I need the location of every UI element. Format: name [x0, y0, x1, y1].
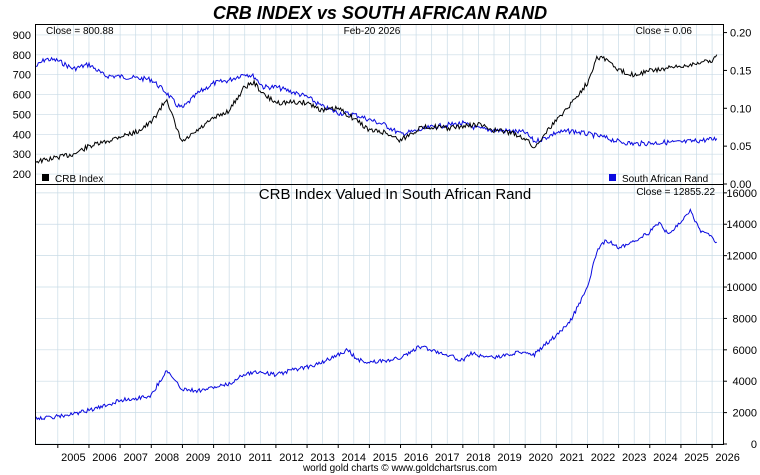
- x-axis: 2005 2006 2007 2008 2009 2010 2011 2012 2013 2014…: [57, 444, 740, 464]
- x-tick-label: 2011: [248, 452, 272, 464]
- left-tick-label: 700: [13, 70, 31, 82]
- bottom-grid: [36, 185, 723, 445]
- x-tick-label: 2013: [310, 452, 334, 464]
- x-tick-label: 2021: [560, 452, 584, 464]
- series-line-zar: [35, 56, 718, 147]
- series-line-crb: [35, 54, 718, 165]
- x-tick-label: 2015: [373, 452, 397, 464]
- right-tick-label: 0: [751, 439, 757, 451]
- x-tick-label: 2022: [591, 452, 615, 464]
- x-tick-label: 2014: [342, 452, 366, 464]
- top-left-axis: 200 300 400 500 600 700 800 900: [13, 30, 31, 181]
- bottom-right-axis: 0 2000 4000 6000 8000 10000 12000 14000 16000: [723, 188, 757, 451]
- legend-crb-swatch: [42, 174, 49, 181]
- x-tick-label: 2012: [279, 452, 303, 464]
- x-tick-label: 2024: [653, 452, 677, 464]
- x-tick-label: 2007: [123, 452, 147, 464]
- right-tick-label: 0.15: [730, 65, 751, 77]
- x-tick-label: 2017: [435, 452, 459, 464]
- x-tick-label: 2016: [404, 452, 428, 464]
- x-tick-label: 2025: [684, 452, 708, 464]
- legend-zar-label: South African Rand: [622, 174, 708, 185]
- right-tick-label: 12000: [726, 251, 757, 263]
- legend-zar-swatch: [609, 174, 616, 181]
- right-tick-label: 0.10: [730, 103, 751, 115]
- top-panel: 200 300 400 500 600 700 800 900 0.00 0.05 0.10 0.1…: [13, 24, 751, 191]
- left-tick-label: 400: [13, 129, 31, 141]
- right-tick-label: 16000: [726, 188, 757, 200]
- right-tick-label: 2000: [733, 408, 757, 420]
- series-line-crb-in-zar: [35, 208, 717, 421]
- x-tick-label: 2005: [61, 452, 85, 464]
- right-tick-label: 4000: [733, 376, 757, 388]
- close-left-label: Close = 800.88: [46, 26, 114, 37]
- top-lines: [35, 54, 718, 165]
- legend-crb-label: CRB Index: [55, 174, 103, 185]
- x-tick-label: 2008: [155, 452, 179, 464]
- bottom-panel: 0 2000 4000 6000 8000 10000 12000 14000 16000 20…: [35, 184, 757, 464]
- left-tick-label: 500: [13, 109, 31, 121]
- x-tick-label: 2023: [622, 452, 646, 464]
- left-tick-label: 600: [13, 90, 31, 102]
- right-tick-label: 14000: [726, 219, 757, 231]
- top-right-axis: 0.00 0.05 0.10 0.15 0.20: [723, 28, 751, 191]
- left-tick-label: 900: [13, 30, 31, 42]
- x-tick-label: 2018: [466, 452, 490, 464]
- chart-title: CRB INDEX vs SOUTH AFRICAN RAND: [213, 3, 547, 23]
- x-tick-label: 2019: [497, 452, 521, 464]
- right-tick-label: 0.05: [730, 141, 751, 153]
- footer-credit: world gold charts © www.goldchartsrus.co…: [302, 463, 497, 474]
- date-label: Feb-20 2026: [344, 26, 401, 37]
- right-tick-label: 10000: [726, 282, 757, 294]
- top-panel-frame: [35, 24, 724, 185]
- left-tick-label: 200: [13, 169, 31, 181]
- bottom-panel-title: CRB Index Valued In South African Rand: [259, 186, 531, 203]
- x-tick-label: 2006: [92, 452, 116, 464]
- bottom-lines: [35, 208, 717, 421]
- x-tick-label: 2010: [217, 452, 241, 464]
- close-right-label: Close = 0.06: [636, 26, 693, 37]
- right-tick-label: 0.00: [730, 179, 751, 191]
- bottom-close-label: Close = 12855.22: [636, 187, 715, 198]
- right-tick-label: 6000: [733, 345, 757, 357]
- x-tick-label: 2026: [715, 452, 739, 464]
- left-tick-label: 300: [13, 149, 31, 161]
- left-tick-label: 800: [13, 50, 31, 62]
- x-tick-label: 2009: [186, 452, 210, 464]
- top-grid: [36, 25, 723, 184]
- x-tick-label: 2020: [528, 452, 552, 464]
- bottom-panel-frame: [35, 184, 724, 445]
- right-tick-label: 0.20: [730, 28, 751, 40]
- right-tick-label: 8000: [733, 313, 757, 325]
